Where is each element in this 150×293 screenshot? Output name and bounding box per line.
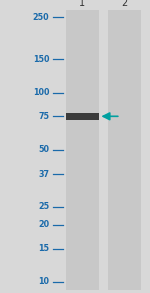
Text: 10: 10 bbox=[39, 277, 50, 286]
Bar bbox=[66, 10, 99, 290]
Bar bbox=[108, 10, 141, 290]
Text: 15: 15 bbox=[39, 244, 50, 253]
Text: 50: 50 bbox=[39, 145, 50, 154]
Text: 1: 1 bbox=[80, 0, 85, 8]
Text: 150: 150 bbox=[33, 55, 50, 64]
Text: 25: 25 bbox=[38, 202, 50, 211]
Text: 20: 20 bbox=[38, 220, 50, 229]
Text: 37: 37 bbox=[39, 170, 50, 179]
Text: 2: 2 bbox=[121, 0, 128, 8]
Text: 250: 250 bbox=[33, 13, 50, 22]
Text: 100: 100 bbox=[33, 88, 50, 97]
Bar bbox=[66, 113, 99, 120]
Text: 75: 75 bbox=[39, 112, 50, 121]
